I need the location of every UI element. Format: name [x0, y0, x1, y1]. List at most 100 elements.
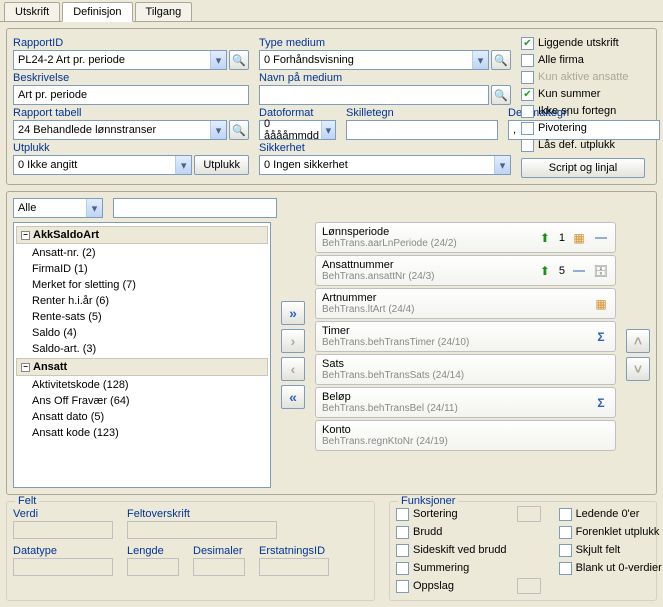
check-allefirma[interactable]: Alle firma — [521, 52, 645, 68]
check-liggende[interactable]: ✔Liggende utskrift — [521, 35, 645, 51]
chevron-down-icon: ▾ — [175, 156, 191, 174]
check-label: Oppslag — [413, 580, 454, 592]
skilletegn-input[interactable] — [346, 120, 498, 140]
item-sub: BehTrans.aarLnPeriode (24/2) — [322, 238, 457, 249]
check-skjult[interactable]: Skjult felt — [559, 542, 662, 558]
tab-definisjon[interactable]: Definisjon — [62, 2, 132, 22]
beskrivelse-input[interactable] — [13, 85, 249, 105]
search-icon[interactable]: 🔍 — [229, 120, 249, 140]
sort-up-icon: ⬆ — [537, 230, 553, 246]
tree-item[interactable]: Ans Off Fravær (64) — [16, 393, 268, 409]
rapportid-select[interactable]: PL24-2 Art pr. periode▾ — [13, 50, 227, 70]
label-erstatningsid: ErstatningsID — [259, 545, 329, 557]
navnmedium-input[interactable] — [259, 85, 489, 105]
search-icon[interactable]: 🔍 — [491, 50, 511, 70]
check-kunsummer[interactable]: ✔Kun summer — [521, 86, 645, 102]
datoformat-select[interactable]: 0 ååååmmdd▾ — [259, 120, 336, 140]
check-label: Liggende utskrift — [538, 37, 619, 49]
check-ledende[interactable]: Ledende 0'er — [559, 506, 662, 522]
tree-item[interactable]: Saldo (4) — [16, 325, 268, 341]
item-sub: BehTrans.behTransTimer (24/10) — [322, 337, 469, 348]
check-sideskift[interactable]: Sideskift ved brudd — [396, 542, 507, 558]
typemedium-select[interactable]: 0 Forhåndsvisning ▾ — [259, 50, 489, 70]
filter-select[interactable]: Alle▾ — [13, 198, 103, 218]
check-sortering[interactable]: Sortering — [396, 506, 507, 522]
db-icon: 🗄 — [593, 263, 609, 279]
remove-button[interactable]: ‹ — [281, 357, 305, 381]
move-down-button[interactable]: ˅ — [626, 357, 650, 381]
funksjoner-group: Funksjoner Sortering Brudd Sideskift ved… — [389, 501, 657, 601]
lengde-field — [127, 558, 179, 576]
tree-group-akksaldoart[interactable]: −AkkSaldoArt — [16, 226, 268, 244]
check-label: Ledende 0'er — [576, 508, 640, 520]
chevron-down-icon: ▾ — [472, 51, 488, 69]
label-verdi: Verdi — [13, 508, 113, 520]
list-item[interactable]: SatsBehTrans.behTransSats (24/14) — [315, 354, 616, 385]
chevron-down-icon: ▾ — [494, 156, 510, 174]
check-label: Pivotering — [538, 122, 587, 134]
chevron-down-icon: ▾ — [210, 51, 226, 69]
remove-all-button[interactable]: « — [281, 385, 305, 409]
check-summering[interactable]: Summering — [396, 560, 507, 576]
tree-item[interactable]: Rente-sats (5) — [16, 309, 268, 325]
typemedium-value: 0 Forhåndsvisning — [264, 54, 354, 66]
selected-fields: LønnsperiodeBehTrans.aarLnPeriode (24/2)… — [315, 222, 616, 488]
tree-item[interactable]: Aktivitetskode (128) — [16, 377, 268, 393]
sort-up-icon: ⬆ — [537, 263, 553, 279]
check-blank[interactable]: Blank ut 0-verdier — [559, 560, 662, 576]
item-sub: BehTrans.behTransBel (24/11) — [322, 403, 458, 414]
script-button[interactable]: Script og linjal — [521, 158, 645, 178]
search-icon[interactable]: 🔍 — [229, 50, 249, 70]
verdi-field — [13, 521, 113, 539]
tree-item[interactable]: Renter h.i.år (6) — [16, 293, 268, 309]
add-button[interactable]: › — [281, 329, 305, 353]
check-lasdef[interactable]: Lås def. utplukk — [521, 137, 645, 153]
rapporttabell-select[interactable]: 24 Behandlede lønnstranser▾ — [13, 120, 227, 140]
label-lengde: Lengde — [127, 545, 179, 557]
tree-item[interactable]: Ansatt-nr. (2) — [16, 245, 268, 261]
oppslag-box — [517, 578, 541, 594]
tree-item[interactable]: FirmaID (1) — [16, 261, 268, 277]
tree-item[interactable]: Saldo-art. (3) — [16, 341, 268, 357]
list-item[interactable]: ArtnummerBehTrans.ltArt (24/4) ▦ — [315, 288, 616, 319]
tab-tilgang[interactable]: Tilgang — [135, 2, 193, 21]
tree-item[interactable]: Ansatt dato (5) — [16, 409, 268, 425]
field-tree[interactable]: −AkkSaldoArt Ansatt-nr. (2) FirmaID (1) … — [13, 222, 271, 488]
move-up-button[interactable]: ˄ — [626, 329, 650, 353]
tree-item[interactable]: Merket for sletting (7) — [16, 277, 268, 293]
check-label: Blank ut 0-verdier — [576, 562, 662, 574]
label-skilletegn: Skilletegn — [346, 107, 498, 119]
list-item[interactable]: TimerBehTrans.behTransTimer (24/10) Σ — [315, 321, 616, 352]
check-label: Forenklet utplukk — [576, 526, 660, 538]
item-title: Konto — [322, 424, 448, 436]
label-utplukk: Utplukk — [13, 142, 249, 154]
check-label: Sideskift ved brudd — [413, 544, 507, 556]
list-item[interactable]: BeløpBehTrans.behTransBel (24/11) Σ — [315, 387, 616, 418]
tree-group-ansatt[interactable]: −Ansatt — [16, 358, 268, 376]
check-oppslag[interactable]: Oppslag — [396, 578, 507, 594]
list-item[interactable]: AnsattnummerBehTrans.ansattNr (24/3) ⬆5⎯… — [315, 255, 616, 286]
label-rapportid: RapportID — [13, 37, 249, 49]
grid-icon: ▦ — [593, 296, 609, 312]
check-ikkesnu[interactable]: Ikke snu fortegn — [521, 103, 645, 119]
add-all-button[interactable]: » — [281, 301, 305, 325]
search-icon[interactable]: 🔍 — [491, 85, 511, 105]
check-label: Brudd — [413, 526, 442, 538]
list-item[interactable]: LønnsperiodeBehTrans.aarLnPeriode (24/2)… — [315, 222, 616, 253]
check-brudd[interactable]: Brudd — [396, 524, 507, 540]
filter-input[interactable] — [113, 198, 277, 218]
utplukk-select[interactable]: 0 Ikke angitt▾ — [13, 155, 192, 175]
sortering-box — [517, 506, 541, 522]
list-item[interactable]: KontoBehTrans.regnKtoNr (24/19) — [315, 420, 616, 451]
item-sub: BehTrans.behTransSats (24/14) — [322, 370, 464, 381]
group-title: Felt — [15, 495, 39, 507]
check-forenklet[interactable]: Forenklet utplukk — [559, 524, 662, 540]
tree-group-label: Ansatt — [33, 361, 67, 373]
sikkerhet-value: 0 Ingen sikkerhet — [264, 159, 348, 171]
tab-utskrift[interactable]: Utskrift — [4, 2, 60, 21]
check-pivotering[interactable]: Pivotering — [521, 120, 645, 136]
tree-item[interactable]: Ansatt kode (123) — [16, 425, 268, 441]
utplukk-button[interactable]: Utplukk — [194, 155, 249, 175]
sikkerhet-select[interactable]: 0 Ingen sikkerhet ▾ — [259, 155, 511, 175]
tab-bar: Utskrift Definisjon Tilgang — [0, 0, 663, 22]
